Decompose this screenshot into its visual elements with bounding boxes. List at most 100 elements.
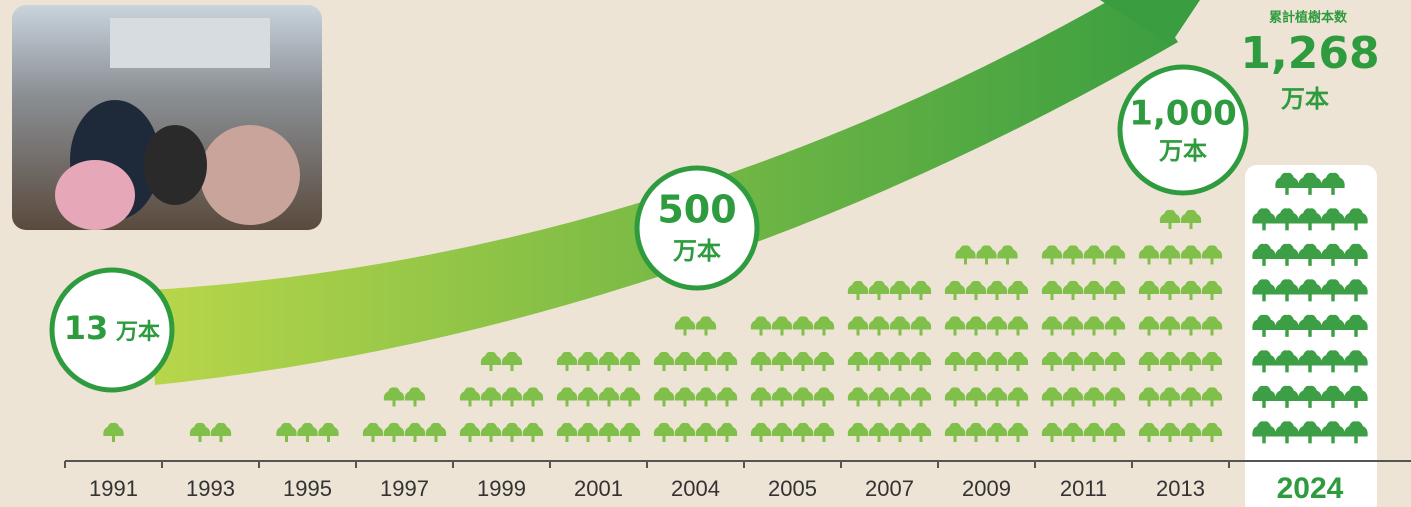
tree-trunk xyxy=(823,436,826,442)
tree-trunk xyxy=(781,330,784,336)
tree-trunk xyxy=(1211,294,1214,300)
tree-trunk xyxy=(1051,259,1054,265)
tree-trunk xyxy=(1190,365,1193,371)
tree-trunk xyxy=(1093,436,1096,442)
circle-500: 500 万本 xyxy=(637,168,757,288)
tree-trunk xyxy=(393,401,396,407)
tree-trunk xyxy=(1190,401,1193,407)
tree-trunk xyxy=(1331,365,1334,372)
tree-trunk xyxy=(1072,294,1075,300)
tree-trunk xyxy=(1051,330,1054,336)
tree-trunk xyxy=(629,401,632,407)
tree-trunk xyxy=(1262,436,1265,443)
tree-trunk xyxy=(684,330,687,336)
tree-trunk xyxy=(1211,436,1214,442)
tree-trunk xyxy=(566,401,569,407)
x-tick-label: 2024 xyxy=(1277,472,1344,505)
tree-trunk xyxy=(975,365,978,371)
tree-trunk xyxy=(1017,330,1020,336)
tree-trunk xyxy=(1331,401,1334,408)
tree-trunk xyxy=(975,436,978,442)
annotation-number: 1,000 xyxy=(1129,94,1237,134)
tree-trunk xyxy=(608,401,611,407)
tree-trunk xyxy=(954,436,957,442)
tree-trunk xyxy=(1017,365,1020,371)
tree-trunk xyxy=(878,294,881,300)
tree-trunk xyxy=(1285,294,1288,301)
tree-trunk xyxy=(1190,330,1193,336)
tree-trunk xyxy=(954,330,957,336)
tree-trunk xyxy=(985,259,988,265)
tree-trunk xyxy=(1148,294,1151,300)
tree-trunk xyxy=(781,436,784,442)
tree-trunk xyxy=(802,365,805,371)
tree-trunk xyxy=(435,436,438,442)
tree-trunk xyxy=(802,436,805,442)
tree-trunk xyxy=(1072,401,1075,407)
tree-trunk xyxy=(726,365,729,371)
tree-trunk xyxy=(899,330,902,336)
tree-trunk xyxy=(920,330,923,336)
tree-trunk xyxy=(975,330,978,336)
tree-trunk xyxy=(1285,436,1288,443)
tree-trunk xyxy=(1211,365,1214,371)
tree-trunk xyxy=(469,401,472,407)
tree-trunk xyxy=(684,436,687,442)
tree-trunk xyxy=(899,401,902,407)
tree-trunk xyxy=(663,365,666,371)
tree-trunk xyxy=(760,436,763,442)
tree-trunk xyxy=(705,365,708,371)
tree-trunk xyxy=(1051,294,1054,300)
tree-trunk xyxy=(1262,259,1265,266)
tree-trunk xyxy=(823,330,826,336)
annotation-unit: 万本 xyxy=(673,237,721,265)
tree-trunk xyxy=(1285,223,1288,230)
tree-trunk xyxy=(1331,259,1334,266)
tree-trunk xyxy=(608,436,611,442)
tree-trunk xyxy=(1354,330,1357,337)
tree-trunk xyxy=(1190,223,1193,229)
tree-trunk xyxy=(1308,401,1311,408)
tree-trunk xyxy=(1211,401,1214,407)
tree-trunk xyxy=(1285,401,1288,408)
tree-trunk xyxy=(1331,188,1334,195)
tree-trunk xyxy=(726,401,729,407)
tree-trunk xyxy=(878,401,881,407)
tree-trunk xyxy=(781,401,784,407)
tree-trunk xyxy=(629,365,632,371)
x-tick-label: 2007 xyxy=(865,476,914,501)
tree-trunk xyxy=(372,436,375,442)
tree-trunk xyxy=(684,365,687,371)
tree-trunk xyxy=(327,436,330,442)
tree-trunk xyxy=(587,365,590,371)
x-tick-label: 1995 xyxy=(283,476,332,501)
tree-trunk xyxy=(996,330,999,336)
tree-trunk xyxy=(920,436,923,442)
tree-trunk xyxy=(781,365,784,371)
tree-trunk xyxy=(608,365,611,371)
x-tick-label: 2013 xyxy=(1156,476,1205,501)
tree-trunk xyxy=(1072,365,1075,371)
tree-trunk xyxy=(306,436,309,442)
tree-trunk xyxy=(964,259,967,265)
tree-trunk xyxy=(1308,188,1311,195)
tree-trunk xyxy=(414,401,417,407)
tree-trunk xyxy=(1072,330,1075,336)
tree-trunk xyxy=(1308,365,1311,372)
tree-trunk xyxy=(1093,259,1096,265)
tree-trunk xyxy=(220,436,223,442)
tree-trunk xyxy=(1169,223,1172,229)
tree-trunk xyxy=(878,330,881,336)
tree-trunk xyxy=(1169,401,1172,407)
tree-trunk xyxy=(1262,401,1265,408)
tree-trunk xyxy=(1093,294,1096,300)
tree-trunk xyxy=(1114,365,1117,371)
tree-trunk xyxy=(705,401,708,407)
tree-trunk xyxy=(663,436,666,442)
tree-trunk xyxy=(878,436,881,442)
tree-trunk xyxy=(1308,259,1311,266)
tree-trunk xyxy=(954,401,957,407)
circle-13: 13 万本 xyxy=(52,270,172,390)
tree-trunk xyxy=(954,294,957,300)
tree-trunk xyxy=(1169,330,1172,336)
